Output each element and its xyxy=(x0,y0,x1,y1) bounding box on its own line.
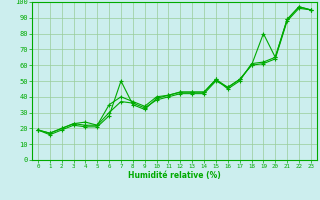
X-axis label: Humidité relative (%): Humidité relative (%) xyxy=(128,171,221,180)
